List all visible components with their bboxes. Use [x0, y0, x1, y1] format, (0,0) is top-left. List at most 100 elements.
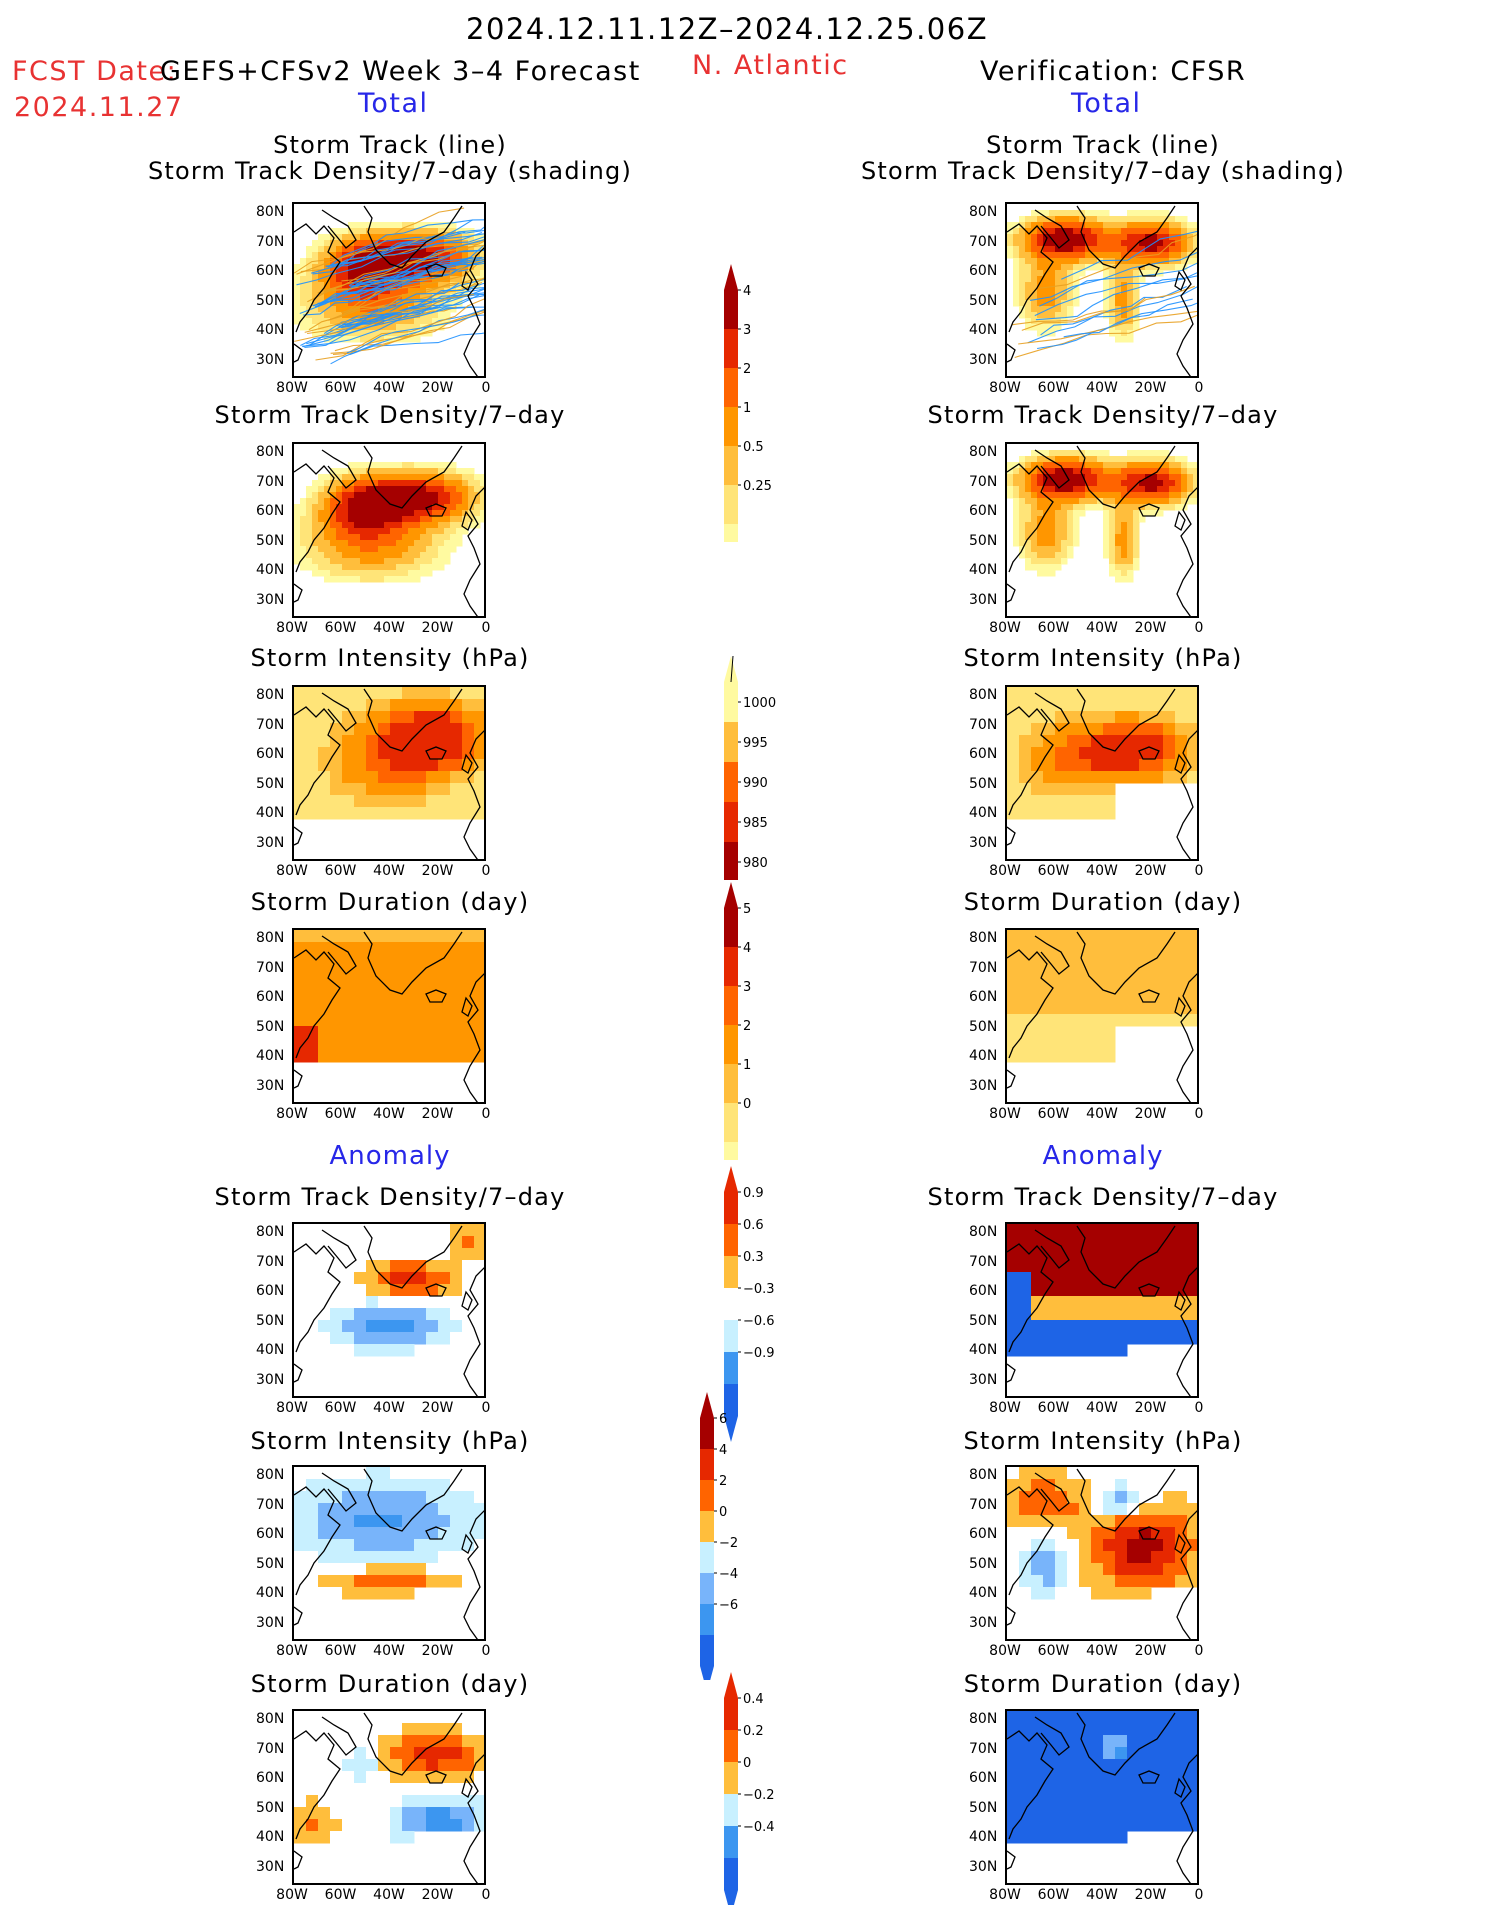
lat-label: 70N: [256, 1496, 285, 1513]
lon-label: 80W: [276, 1643, 308, 1659]
lat-label: 30N: [256, 1858, 285, 1875]
lat-label: 70N: [969, 1253, 998, 1270]
anomaly-label-right: Anomaly: [1042, 1141, 1164, 1171]
colorbar-label: −0.4: [743, 1820, 775, 1835]
lat-label: 80N: [256, 204, 285, 220]
colorbar-label: 0.2: [743, 1724, 764, 1739]
lon-label: 20W: [421, 380, 454, 396]
lon-label: 80W: [989, 863, 1021, 879]
lon-label: 20W: [421, 1887, 454, 1903]
lat-label: 40N: [256, 322, 285, 338]
lat-label: 60N: [969, 1283, 998, 1299]
colorbar-swatch: [724, 722, 738, 762]
date-range-title: 2024.12.11.12Z–2024.12.25.06Z: [466, 12, 989, 46]
colorbar-swatch: [724, 329, 738, 368]
lon-label: 60W: [324, 380, 357, 396]
lat-label: 60N: [969, 746, 998, 762]
colorbar-swatch: [700, 1542, 714, 1573]
colorbar-swatch: [700, 1418, 714, 1449]
colorbar-label: −0.9: [743, 1346, 775, 1361]
lon-label: 0: [1194, 863, 1204, 879]
lon-label: 0: [481, 620, 491, 636]
map-intensity-anom-right: [1005, 1465, 1199, 1641]
lat-label: 30N: [969, 591, 998, 608]
panel-title-track-shading-left: Storm Track Density/7–day (shading): [147, 157, 633, 185]
colorbar-label: 0.3: [743, 1250, 764, 1265]
lat-label: 30N: [969, 1371, 998, 1388]
lat-label: 30N: [256, 1371, 285, 1388]
colorbar-label: −0.2: [743, 1788, 775, 1803]
panel-title-density-anom-left: Storm Track Density/7–day: [214, 1183, 566, 1211]
colorbar-swatch: [724, 1762, 738, 1794]
colorbar-density-total: 4 3 2 1 0.5 0.25: [710, 262, 790, 586]
colorbar-swatch: [724, 368, 738, 407]
colorbar-duration-total: 5 4 3 2 1 0: [710, 880, 790, 1204]
lon-label: 0: [1194, 380, 1204, 396]
colorbar-swatch: [724, 1352, 738, 1384]
lat-label: 40N: [969, 1342, 998, 1358]
lat-label: 60N: [256, 746, 285, 762]
lon-label: 80W: [989, 1887, 1021, 1903]
colorbar-swatch: [724, 1698, 738, 1730]
colorbar-intensity-anom: 6 4 2 0 −2 −4 −6: [680, 1390, 790, 1692]
colorbar-label: −2: [719, 1536, 738, 1551]
colorbar-label: −6: [719, 1598, 738, 1613]
lon-label: 60W: [1037, 863, 1070, 879]
map-track-right: [1005, 202, 1199, 378]
colorbar-label: 0.6: [743, 1218, 764, 1233]
region-label: N. Atlantic: [692, 50, 849, 81]
lon-label: 0: [481, 1887, 491, 1903]
lat-label: 80N: [969, 444, 998, 460]
lat-label: 30N: [969, 1858, 998, 1875]
lon-label: 0: [481, 1400, 491, 1416]
lat-label: 30N: [969, 834, 998, 851]
lat-label: 70N: [969, 473, 998, 490]
lon-label: 60W: [324, 1643, 357, 1659]
lon-label: 40W: [1086, 1400, 1118, 1416]
lon-label: 80W: [276, 1887, 308, 1903]
lat-label: 80N: [969, 1224, 998, 1240]
colorbar-label: 995: [743, 736, 768, 751]
lat-label: 60N: [969, 1770, 998, 1786]
lat-label: 50N: [256, 1018, 285, 1035]
lat-label: 60N: [256, 263, 285, 279]
anomaly-label-left: Anomaly: [329, 1141, 451, 1171]
lat-label: 30N: [969, 1614, 998, 1631]
colorbar-label: 0: [719, 1505, 727, 1520]
lat-label: 60N: [969, 989, 998, 1005]
lat-label: 70N: [256, 233, 285, 250]
map-duration-left: [292, 928, 486, 1104]
lat-label: 80N: [256, 444, 285, 460]
panel-title-intensity-right: Storm Intensity (hPa): [963, 644, 1243, 672]
colorbar-swatch: [724, 947, 738, 986]
lat-label: 70N: [256, 716, 285, 733]
panel-title-density-anom-right: Storm Track Density/7–day: [927, 1183, 1279, 1211]
colorbar-swatch: [724, 762, 738, 802]
lon-label: 40W: [1086, 1887, 1118, 1903]
lon-label: 80W: [989, 620, 1021, 636]
lon-label: 40W: [373, 1400, 405, 1416]
colorbar-swatch: [724, 1103, 738, 1142]
lat-label: 50N: [256, 532, 285, 549]
lat-label: 30N: [256, 591, 285, 608]
colorbar-swatch: [724, 1320, 738, 1352]
lat-label: 40N: [969, 1829, 998, 1845]
map-track-left: [292, 202, 486, 378]
lat-label: 40N: [256, 805, 285, 821]
colorbar-label: −4: [719, 1567, 738, 1582]
lon-label: 0: [1194, 1887, 1204, 1903]
lat-label: 30N: [969, 1077, 998, 1094]
lat-label: 40N: [256, 1342, 285, 1358]
lon-label: 40W: [373, 620, 405, 636]
lat-label: 40N: [969, 322, 998, 338]
lat-label: 80N: [256, 1224, 285, 1240]
map-duration-right: [1005, 928, 1199, 1104]
colorbar-label: 6: [719, 1412, 727, 1427]
lat-label: 70N: [969, 233, 998, 250]
colorbar-label: 2: [719, 1474, 727, 1489]
lat-label: 70N: [256, 473, 285, 490]
colorbar-label: 3: [743, 980, 751, 995]
panel-title-duration-anom-left: Storm Duration (day): [250, 1670, 530, 1698]
lat-label: 70N: [969, 1740, 998, 1757]
lat-label: 80N: [969, 1467, 998, 1483]
